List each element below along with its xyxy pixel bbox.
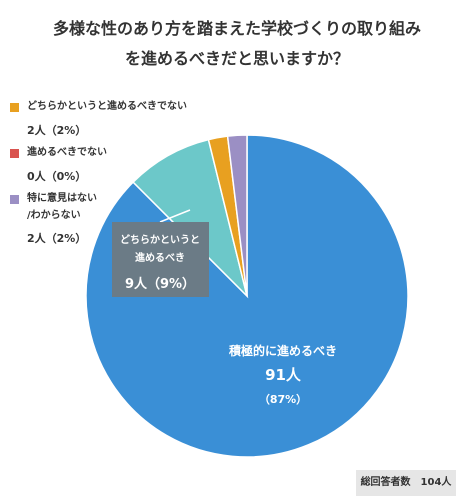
chart-title-line2: を進めるべきだと思いますか？ bbox=[124, 49, 349, 68]
pie-slice-4 bbox=[226, 134, 248, 297]
legend-label-no-opinion-line1: 特に意見はない bbox=[27, 193, 97, 204]
pie-slices bbox=[85, 134, 409, 458]
legend-swatch-no-opinion bbox=[10, 195, 19, 204]
legend-label-no-opinion-line2: /わからない bbox=[27, 210, 81, 221]
chart-title-line1: 多様な性のあり方を踏まえた学校づくりの取り組み bbox=[52, 19, 421, 38]
legend-count-somewhat-should-not: 2人（2%） bbox=[27, 124, 87, 137]
leader-line-slice1 bbox=[159, 209, 191, 223]
legend-swatch-should-not bbox=[10, 149, 19, 158]
callout-slice0-line1: 積極的に進めるべき bbox=[228, 343, 337, 358]
callout-slice1-line3: 9人（9%） bbox=[125, 276, 195, 292]
legend-swatch-somewhat-should-not bbox=[10, 103, 19, 112]
callout-slice1-line1: どちらかというと bbox=[120, 233, 200, 246]
legend-label-somewhat-should-not: どちらかというと進めるべきでない bbox=[27, 101, 187, 112]
callout-box-slice1 bbox=[112, 222, 209, 297]
respondents-total: 総回答者数 104人 bbox=[356, 470, 456, 496]
legend-count-should-not: 0人（0%） bbox=[27, 170, 87, 183]
chart-title: 多様な性のあり方を踏まえた学校づくりの取り組み を進めるべきだと思いますか？ bbox=[0, 14, 474, 74]
callout-slice0-line2: 91人 bbox=[265, 366, 302, 384]
pie-slice-1 bbox=[132, 138, 249, 299]
callout-slice0-line3: （87%） bbox=[259, 393, 307, 406]
callout-slice1-line2: 進めるべき bbox=[135, 251, 185, 264]
legend-count-no-opinion: 2人（2%） bbox=[27, 232, 87, 245]
legend-label-should-not: 進めるべきでない bbox=[27, 147, 107, 158]
